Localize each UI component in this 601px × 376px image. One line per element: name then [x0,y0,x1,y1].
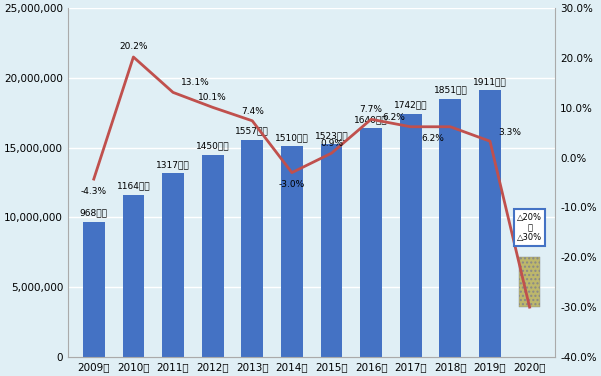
Bar [281,146,303,357]
Bar [202,155,224,357]
Bar [83,222,105,357]
Bar [123,194,144,357]
Text: 1557万人: 1557万人 [236,127,269,136]
Text: 1317万人: 1317万人 [156,160,190,169]
Text: 1523万人: 1523万人 [315,131,349,140]
Bar [162,173,184,357]
Text: 10.1%: 10.1% [198,93,227,102]
Text: 20.2%: 20.2% [119,42,148,51]
Text: 1510万人: 1510万人 [275,133,309,142]
Bar [479,90,501,357]
Text: 1640万人: 1640万人 [355,115,388,124]
Text: 7.7%: 7.7% [359,105,383,114]
Text: 1911万人: 1911万人 [473,77,507,86]
Text: -3.0%: -3.0% [279,180,305,189]
Text: 0.9%: 0.9% [320,139,343,148]
Bar [320,144,343,357]
Text: 1742万人: 1742万人 [394,101,427,110]
Bar [242,140,263,357]
Text: 968万人: 968万人 [80,209,108,218]
Text: 7.4%: 7.4% [241,107,264,116]
Bar [519,257,540,307]
Bar [400,114,422,357]
Text: 1851万人: 1851万人 [433,85,467,94]
Text: 1450万人: 1450万人 [196,141,230,150]
Bar [360,128,382,357]
Text: 6.2%: 6.2% [421,134,444,143]
Text: △20%
～
△30%: △20% ～ △30% [517,212,542,242]
Text: 3.3%: 3.3% [498,128,521,137]
Text: 1164万人: 1164万人 [117,181,150,190]
Text: -4.3%: -4.3% [81,186,107,196]
Text: 13.1%: 13.1% [181,78,210,87]
Text: 6.2%: 6.2% [382,113,405,122]
Bar [439,99,461,357]
